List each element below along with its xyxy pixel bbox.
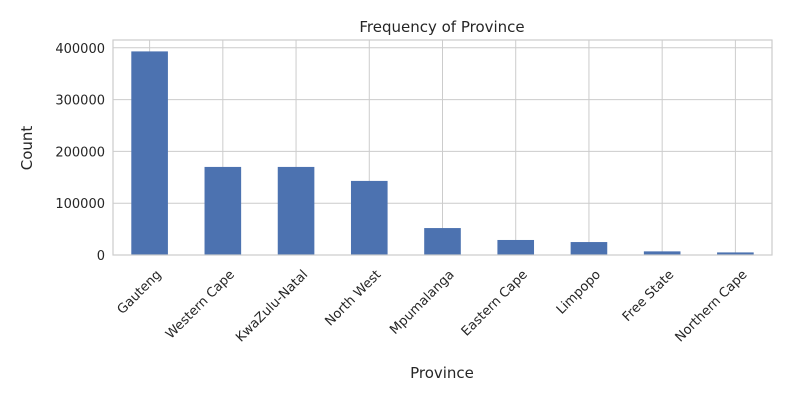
bar-mpumalanga — [424, 228, 461, 255]
x-tick-label: Free State — [620, 267, 677, 324]
bar-eastern-cape — [497, 239, 535, 255]
x-tick-label: Mpumalanga — [387, 267, 457, 337]
bar-kwazulu-natal — [277, 166, 315, 255]
y-tick-label: 300000 — [55, 94, 105, 109]
y-tick-label: 400000 — [55, 42, 105, 57]
bar-free-state — [643, 251, 681, 255]
x-tick-label: Gauteng — [115, 267, 165, 317]
x-axis-label: Province — [410, 364, 474, 382]
bars — [131, 51, 754, 256]
x-tick-label: KwaZulu-Natal — [233, 267, 311, 345]
x-tick-label: Western Cape — [163, 267, 238, 342]
chart-title: Frequency of Province — [359, 18, 524, 36]
y-tick-label: 0 — [97, 249, 105, 264]
bar-western-cape — [204, 166, 242, 255]
x-tick-label: Eastern Cape — [459, 267, 531, 339]
y-tick-labels: 0 100000 200000 300000 400000 — [55, 42, 105, 264]
bar-limpopo — [570, 242, 608, 255]
x-tick-label: North West — [322, 267, 384, 329]
bar-northern-cape — [717, 252, 754, 255]
y-tick-label: 100000 — [55, 197, 105, 212]
y-tick-label: 200000 — [55, 145, 105, 160]
bar-north-west — [350, 180, 388, 255]
y-axis-label: Count — [18, 126, 36, 171]
x-tick-label: Limpopo — [554, 267, 604, 317]
x-tick-label: Northern Cape — [673, 267, 751, 345]
plot-frame — [112, 39, 773, 256]
bar-gauteng — [131, 51, 168, 256]
